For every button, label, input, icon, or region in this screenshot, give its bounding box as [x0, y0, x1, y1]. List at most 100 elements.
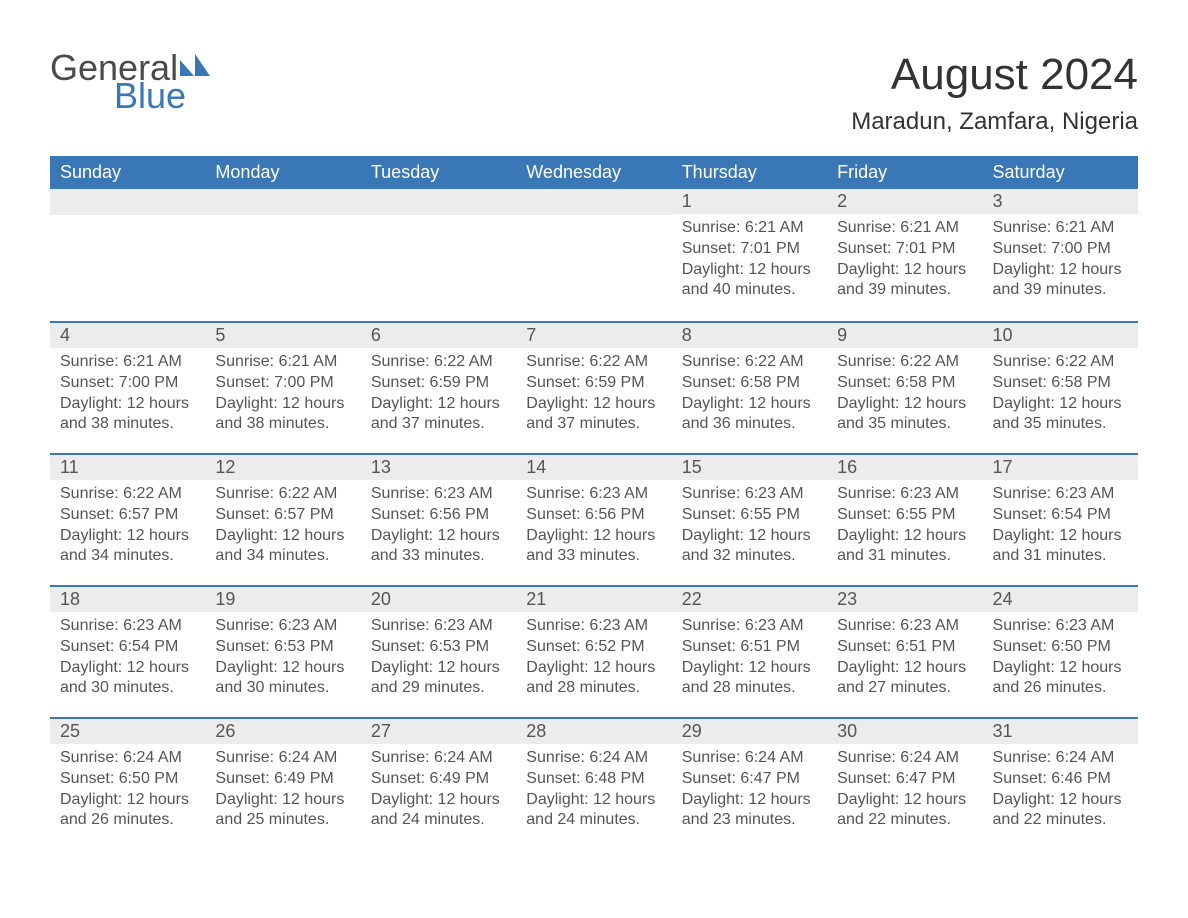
sunrise-line: Sunrise: 6:21 AM: [993, 218, 1128, 239]
sunset-line: Sunset: 6:57 PM: [215, 505, 350, 526]
sunrise-line: Sunrise: 6:23 AM: [837, 616, 972, 637]
day-number: 17: [983, 453, 1138, 480]
day-details: Sunrise: 6:23 AMSunset: 6:53 PMDaylight:…: [361, 612, 516, 707]
calendar-day-cell: 16Sunrise: 6:23 AMSunset: 6:55 PMDayligh…: [827, 453, 982, 585]
calendar-table: SundayMondayTuesdayWednesdayThursdayFrid…: [50, 156, 1138, 849]
day-number: 7: [516, 321, 671, 348]
calendar-day-cell: 2Sunrise: 6:21 AMSunset: 7:01 PMDaylight…: [827, 189, 982, 321]
sunrise-line: Sunrise: 6:21 AM: [682, 218, 817, 239]
calendar-day-cell: 26 Sunrise: 6:24 AMSunset: 6:49 PMDayligh…: [205, 717, 360, 849]
daylight-line: Daylight: 12 hours and 31 minutes.: [993, 526, 1128, 568]
daylight-line: Daylight: 12 hours and 23 minutes.: [682, 790, 817, 832]
calendar-day-cell: 6Sunrise: 6:22 AMSunset: 6:59 PMDaylight…: [361, 321, 516, 453]
sunset-line: Sunset: 6:49 PM: [371, 769, 506, 790]
day-number: 20: [361, 585, 516, 612]
sunrise-line: Sunrise: 6:23 AM: [837, 484, 972, 505]
day-number: 26: [205, 717, 360, 744]
weekday-header: Saturday: [983, 156, 1138, 189]
day-number: 8: [672, 321, 827, 348]
daylight-line: Daylight: 12 hours and 27 minutes.: [837, 658, 972, 700]
daylight-line: Daylight: 12 hours and 29 minutes.: [371, 658, 506, 700]
calendar-empty-cell: [361, 189, 516, 321]
sunrise-line: Sunrise: 6:22 AM: [993, 352, 1128, 373]
calendar-day-cell: 11Sunrise: 6:22 AMSunset: 6:57 PMDayligh…: [50, 453, 205, 585]
daylight-line: Daylight: 12 hours and 30 minutes.: [215, 658, 350, 700]
day-details: Sunrise: 6:23 AMSunset: 6:52 PMDaylight:…: [516, 612, 671, 707]
calendar-day-cell: 18Sunrise: 6:23 AMSunset: 6:54 PMDayligh…: [50, 585, 205, 717]
daylight-line: Daylight: 12 hours and 40 minutes.: [682, 260, 817, 302]
day-number: 24: [983, 585, 1138, 612]
day-number: 21: [516, 585, 671, 612]
day-number-empty: [50, 189, 205, 215]
day-number: 11: [50, 453, 205, 480]
sunrise-line: Sunrise: 6:23 AM: [682, 616, 817, 637]
calendar-day-cell: 28Sunrise: 6:24 AMSunset: 6:48 PMDayligh…: [516, 717, 671, 849]
daylight-line: Daylight: 12 hours and 22 minutes.: [837, 790, 972, 832]
sunset-line: Sunset: 6:48 PM: [526, 769, 661, 790]
sunset-line: Sunset: 6:49 PM: [215, 769, 350, 790]
sunset-line: Sunset: 7:00 PM: [60, 373, 195, 394]
day-details: Sunrise: 6:24 AMSunset: 6:46 PMDaylight:…: [983, 744, 1138, 839]
calendar-day-cell: 15Sunrise: 6:23 AMSunset: 6:55 PMDayligh…: [672, 453, 827, 585]
day-number: 12: [205, 453, 360, 480]
calendar-day-cell: 19Sunrise: 6:23 AMSunset: 6:53 PMDayligh…: [205, 585, 360, 717]
sunrise-line: Sunrise: 6:21 AM: [215, 352, 350, 373]
calendar-week-row: 25Sunrise: 6:24 AMSunset: 6:50 PMDayligh…: [50, 717, 1138, 849]
header: General Blue August 2024 Maradun, Zamfar…: [50, 50, 1138, 136]
sunset-line: Sunset: 7:01 PM: [837, 239, 972, 260]
calendar-day-cell: 25Sunrise: 6:24 AMSunset: 6:50 PMDayligh…: [50, 717, 205, 849]
day-number: 25: [50, 717, 205, 744]
sunrise-line: Sunrise: 6:23 AM: [993, 484, 1128, 505]
day-details: Sunrise: 6:21 AMSunset: 7:00 PMDaylight:…: [50, 348, 205, 443]
day-number: 15: [672, 453, 827, 480]
day-number: 16: [827, 453, 982, 480]
daylight-line: Daylight: 12 hours and 33 minutes.: [526, 526, 661, 568]
day-details: Sunrise: 6:23 AMSunset: 6:51 PMDaylight:…: [672, 612, 827, 707]
day-details: Sunrise: 6:23 AMSunset: 6:56 PMDaylight:…: [361, 480, 516, 575]
sunset-line: Sunset: 6:57 PM: [60, 505, 195, 526]
day-details: Sunrise: 6:24 AMSunset: 6:48 PMDaylight:…: [516, 744, 671, 839]
title-block: August 2024 Maradun, Zamfara, Nigeria: [851, 50, 1138, 136]
daylight-line: Daylight: 12 hours and 28 minutes.: [526, 658, 661, 700]
sunset-line: Sunset: 6:51 PM: [837, 637, 972, 658]
day-details: Sunrise: 6:22 AMSunset: 6:59 PMDaylight:…: [361, 348, 516, 443]
calendar-day-cell: 3Sunrise: 6:21 AMSunset: 7:00 PMDaylight…: [983, 189, 1138, 321]
daylight-line: Daylight: 12 hours and 31 minutes.: [837, 526, 972, 568]
day-number: 6: [361, 321, 516, 348]
day-number: 9: [827, 321, 982, 348]
day-number: 2: [827, 189, 982, 214]
sunset-line: Sunset: 6:47 PM: [837, 769, 972, 790]
daylight-line: Daylight: 12 hours and 39 minutes.: [993, 260, 1128, 302]
sunset-line: Sunset: 6:58 PM: [682, 373, 817, 394]
day-details: Sunrise: 6:21 AMSunset: 7:00 PMDaylight:…: [205, 348, 360, 443]
weekday-header: Tuesday: [361, 156, 516, 189]
calendar-empty-cell: [516, 189, 671, 321]
day-number: 3: [983, 189, 1138, 214]
daylight-line: Daylight: 12 hours and 35 minutes.: [993, 394, 1128, 436]
sunrise-line: Sunrise: 6:24 AM: [993, 748, 1128, 769]
calendar-day-cell: 1Sunrise: 6:21 AMSunset: 7:01 PMDaylight…: [672, 189, 827, 321]
sunset-line: Sunset: 6:52 PM: [526, 637, 661, 658]
sunrise-line: Sunrise: 6:23 AM: [526, 616, 661, 637]
daylight-line: Daylight: 12 hours and 33 minutes.: [371, 526, 506, 568]
day-number: 5: [205, 321, 360, 348]
sunset-line: Sunset: 6:56 PM: [371, 505, 506, 526]
daylight-line: Daylight: 12 hours and 39 minutes.: [837, 260, 972, 302]
calendar-day-cell: 29Sunrise: 6:24 AMSunset: 6:47 PMDayligh…: [672, 717, 827, 849]
day-number-empty: [516, 189, 671, 215]
sunset-line: Sunset: 7:00 PM: [215, 373, 350, 394]
sunrise-line: Sunrise: 6:24 AM: [215, 748, 350, 769]
calendar-day-cell: 5Sunrise: 6:21 AMSunset: 7:00 PMDaylight…: [205, 321, 360, 453]
weekday-header: Wednesday: [516, 156, 671, 189]
sunset-line: Sunset: 6:53 PM: [371, 637, 506, 658]
sunset-line: Sunset: 7:01 PM: [682, 239, 817, 260]
day-details: Sunrise: 6:21 AMSunset: 7:00 PMDaylight:…: [983, 214, 1138, 309]
sunrise-line: Sunrise: 6:23 AM: [215, 616, 350, 637]
sunrise-line: Sunrise: 6:24 AM: [682, 748, 817, 769]
day-number: 18: [50, 585, 205, 612]
daylight-line: Daylight: 12 hours and 25 minutes.: [215, 790, 350, 832]
calendar-day-cell: 4Sunrise: 6:21 AMSunset: 7:00 PMDaylight…: [50, 321, 205, 453]
day-number-empty: [205, 189, 360, 215]
sunrise-line: Sunrise: 6:22 AM: [60, 484, 195, 505]
calendar-week-row: 1Sunrise: 6:21 AMSunset: 7:01 PMDaylight…: [50, 189, 1138, 321]
